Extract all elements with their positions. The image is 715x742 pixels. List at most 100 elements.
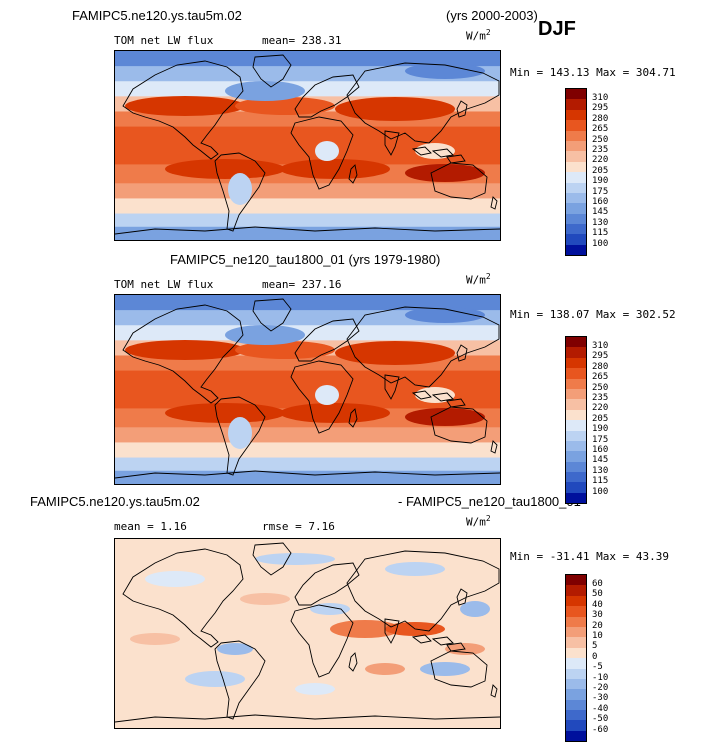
flux-band (115, 213, 500, 228)
colorbar-level-label: -60 (592, 724, 609, 735)
flux-maximum (165, 159, 285, 179)
colorbar-level-label: 310 (592, 340, 609, 351)
panel3-units: W/m2 (466, 514, 491, 529)
colorbar-level-label: 175 (592, 186, 609, 197)
flux-maximum (125, 96, 245, 116)
panel1-world-map (114, 50, 501, 241)
colorbar-swatch (566, 130, 586, 141)
colorbar-swatch (566, 492, 586, 504)
colorbar-swatch (566, 647, 586, 659)
colorbar-swatch (566, 606, 586, 617)
coastline (456, 344, 468, 362)
coastline (490, 196, 498, 210)
coastline (490, 440, 498, 454)
colorbar-level-label: 145 (592, 455, 609, 466)
panel3-minus-case: - FAMIPC5_ne120_tau1800_01 (398, 494, 581, 509)
difference-anomaly (385, 562, 445, 576)
panel3-mean: mean = 1.16 (114, 520, 187, 533)
colorbar-swatch (566, 347, 586, 358)
panel1-variable-label: TOM net LW flux (114, 34, 214, 47)
coastline (348, 408, 358, 428)
flux-band (115, 427, 500, 444)
colorbar-swatch (566, 595, 586, 607)
colorbar-swatch (566, 689, 586, 700)
colorbar-level-label: 205 (592, 413, 609, 424)
coastline (115, 226, 500, 235)
colorbar-level-label: 30 (592, 610, 603, 621)
colorbar-level-label: 220 (592, 155, 609, 166)
coastline (252, 542, 292, 576)
coastline (122, 548, 244, 648)
colorbar-level-label: 130 (592, 217, 609, 228)
colorbar-swatch (566, 430, 586, 441)
flux-maximum (235, 341, 335, 359)
colorbar-swatch (566, 182, 586, 193)
colorbar-level-label: 250 (592, 382, 609, 393)
colorbar-swatch (566, 161, 586, 173)
colorbar-level-label: 20 (592, 620, 603, 631)
coastline (346, 62, 500, 144)
panel2-minmax: Min = 138.07 Max = 302.52 (510, 308, 676, 321)
colorbar-swatch (566, 658, 586, 669)
coastline (346, 306, 500, 388)
difference-anomaly (130, 633, 180, 645)
coastline (384, 618, 400, 644)
panel3-colorbar (565, 574, 587, 742)
colorbar-swatch (566, 730, 586, 742)
colorbar-level-label: 310 (592, 92, 609, 103)
flux-band (115, 81, 500, 98)
colorbar-swatch (566, 151, 586, 162)
coastline (430, 650, 488, 688)
flux-band (115, 126, 500, 147)
difference-anomaly (420, 662, 470, 676)
flux-band (115, 325, 500, 342)
colorbar-level-label: -20 (592, 682, 609, 693)
colorbar-level-label: 280 (592, 361, 609, 372)
colorbar-level-label: 60 (592, 578, 603, 589)
colorbar-swatch (566, 120, 586, 131)
flux-band (115, 457, 500, 472)
panel3-minmax: Min = -31.41 Max = 43.39 (510, 550, 669, 563)
colorbar-level-label: 160 (592, 444, 609, 455)
colorbar-level-label: 265 (592, 124, 609, 135)
difference-anomaly (460, 601, 490, 617)
flux-maximum (405, 408, 485, 426)
flux-minimum (228, 417, 252, 449)
colorbar-level-label: 100 (592, 486, 609, 497)
panel1-mean: mean= 238.31 (262, 34, 342, 47)
colorbar-swatch (566, 626, 586, 638)
colorbar-swatch (566, 637, 586, 648)
colorbar-level-label: 50 (592, 589, 603, 600)
coastline (252, 298, 292, 332)
coastline (214, 396, 266, 476)
colorbar-level-label: -10 (592, 672, 609, 683)
coastline (294, 562, 360, 606)
coastline (115, 470, 500, 479)
colorbar-level-label: 235 (592, 144, 609, 155)
difference-anomaly (330, 620, 400, 638)
difference-anomaly (255, 553, 335, 565)
colorbar-swatch (566, 575, 586, 586)
flux-band (115, 66, 500, 83)
coastline (348, 652, 358, 672)
colorbar-swatch (566, 224, 586, 235)
colorbar-swatch (566, 213, 586, 225)
colorbar-swatch (566, 234, 586, 245)
coastline (384, 130, 400, 156)
coastline (490, 684, 498, 698)
coastline (122, 304, 244, 404)
colorbar-level-label: 265 (592, 372, 609, 383)
colorbar-swatch (566, 720, 586, 731)
colorbar-swatch (566, 192, 586, 204)
flux-minimum (315, 385, 339, 405)
coastline (290, 604, 354, 678)
difference-anomaly (240, 593, 290, 605)
panel3-case-title: FAMIPC5.ne120.ys.tau5m.02 (30, 494, 200, 509)
coastline (348, 164, 358, 184)
colorbar-swatch (566, 461, 586, 473)
colorbar-swatch (566, 244, 586, 256)
colorbar-swatch (566, 172, 586, 183)
flux-maximum (280, 403, 390, 423)
difference-anomaly (365, 663, 405, 675)
colorbar-swatch (566, 472, 586, 483)
